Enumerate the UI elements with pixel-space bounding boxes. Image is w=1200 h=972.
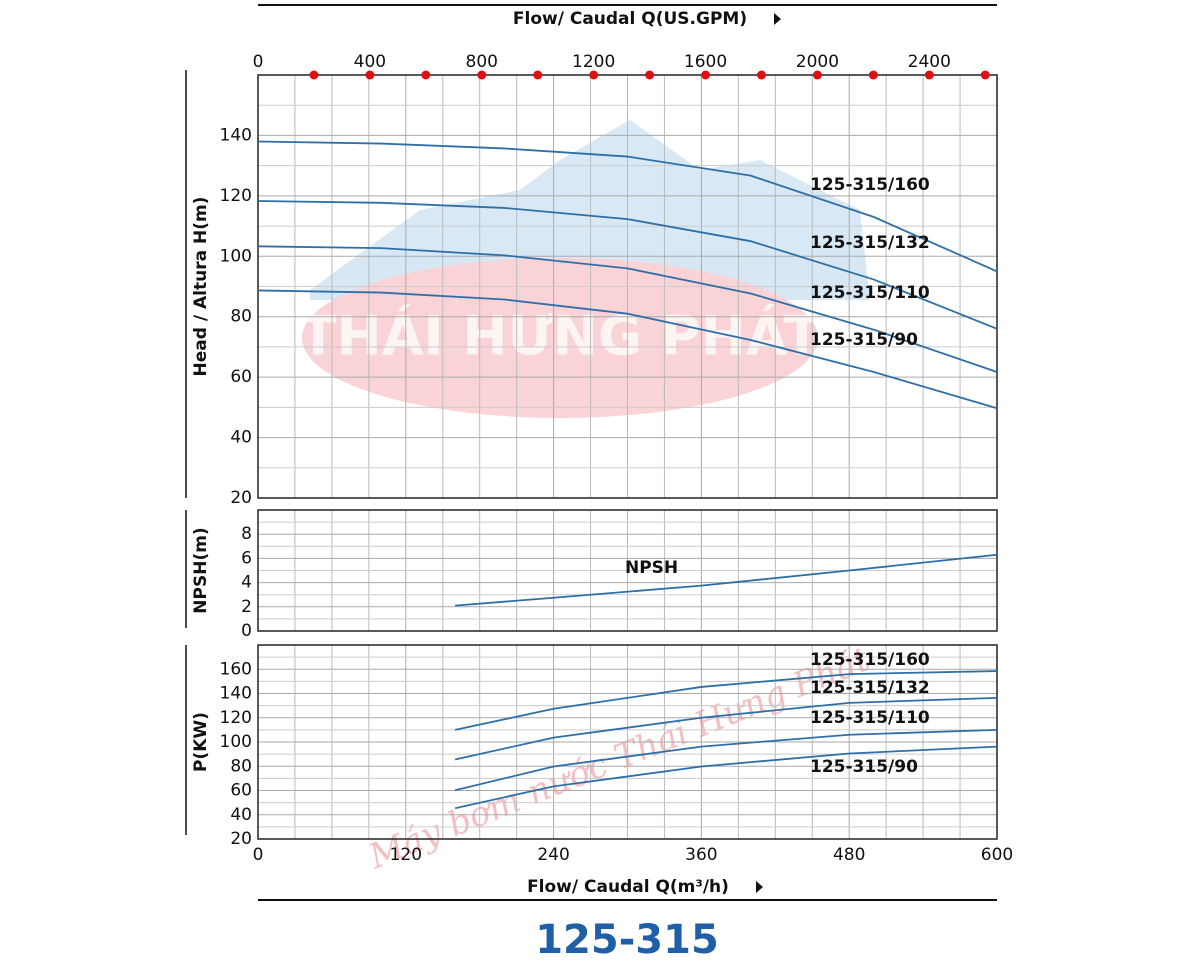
x-axis-title: Flow/ Caudal Q(m³/h) bbox=[527, 877, 729, 897]
y-tick-label: 20 bbox=[230, 829, 252, 849]
y-tick-label: 100 bbox=[220, 732, 252, 752]
plot-frame bbox=[257, 74, 998, 499]
y-tick-label: 0 bbox=[241, 621, 252, 641]
x2-marker bbox=[701, 70, 711, 80]
curve bbox=[257, 140, 998, 273]
y-tick-label: 120 bbox=[220, 708, 252, 728]
x2-marker bbox=[477, 70, 487, 80]
y-tick-label: 60 bbox=[230, 781, 252, 801]
y-tick-label: 120 bbox=[220, 186, 252, 206]
arrow bbox=[756, 881, 763, 893]
curve-label: 125-315/90 bbox=[810, 330, 918, 350]
watermark-mountain bbox=[310, 120, 870, 300]
x2-marker bbox=[645, 70, 655, 80]
watermark-art bbox=[302, 120, 870, 418]
x2-tick-label: 1600 bbox=[684, 52, 727, 72]
x-tick-label: 120 bbox=[390, 845, 422, 865]
arrow bbox=[774, 13, 781, 25]
x2-marker bbox=[421, 70, 431, 80]
x2-tick-label: 800 bbox=[466, 52, 498, 72]
y-tick-label: 140 bbox=[220, 684, 252, 704]
y-tick-label: 6 bbox=[241, 548, 252, 568]
x-tick-label: 600 bbox=[981, 845, 1013, 865]
y-tick-label: 80 bbox=[230, 307, 252, 327]
curve-label: 125-315/160 bbox=[810, 650, 930, 670]
model-title: 125-315 bbox=[535, 917, 719, 963]
curve bbox=[454, 728, 998, 792]
y-tick-label: 20 bbox=[230, 488, 252, 508]
x2-tick-label: 1200 bbox=[572, 52, 615, 72]
x-tick-label: 240 bbox=[537, 845, 569, 865]
curve bbox=[257, 245, 998, 373]
curve bbox=[257, 200, 998, 330]
curve bbox=[454, 696, 998, 761]
y-tick-label: 100 bbox=[220, 246, 252, 266]
curve bbox=[454, 670, 998, 731]
y-tick-label: 80 bbox=[230, 756, 252, 776]
y-axis-title: NPSH(m) bbox=[191, 527, 211, 613]
curve bbox=[454, 553, 998, 607]
x-tick-label: 480 bbox=[833, 845, 865, 865]
plot-frame bbox=[257, 644, 998, 840]
curve-label: 125-315/132 bbox=[810, 233, 930, 253]
x2-marker bbox=[309, 70, 319, 80]
curve bbox=[257, 289, 998, 410]
watermark-ellipse bbox=[302, 258, 818, 418]
plot-frame bbox=[257, 509, 998, 632]
x2-marker bbox=[533, 70, 543, 80]
y-tick-label: 40 bbox=[230, 428, 252, 448]
y-axis-title: P(KW) bbox=[191, 712, 211, 772]
curve-label: 125-315/110 bbox=[810, 283, 930, 303]
curve-label: NPSH bbox=[625, 558, 678, 578]
x2-marker bbox=[924, 70, 934, 80]
x2-axis-title: Flow/ Caudal Q(US.GPM) bbox=[513, 9, 747, 29]
x2-tick-label: 2000 bbox=[796, 52, 839, 72]
y-tick-label: 140 bbox=[220, 125, 252, 145]
x-tick-label: 0 bbox=[253, 845, 264, 865]
curve bbox=[454, 745, 998, 810]
x2-marker bbox=[812, 70, 822, 80]
x2-tick-label: 400 bbox=[354, 52, 386, 72]
x2-marker bbox=[868, 70, 878, 80]
curve-label: 125-315/90 bbox=[810, 757, 918, 777]
x2-marker bbox=[365, 70, 375, 80]
x2-tick-label: 2400 bbox=[908, 52, 951, 72]
curve-label: 125-315/110 bbox=[810, 708, 930, 728]
x2-marker bbox=[980, 70, 990, 80]
x-tick-label: 360 bbox=[685, 845, 717, 865]
y-tick-label: 8 bbox=[241, 524, 252, 544]
y-tick-label: 2 bbox=[241, 597, 252, 617]
x2-marker bbox=[756, 70, 766, 80]
watermark-text: THÁI HƯNG PHÁT bbox=[300, 305, 821, 368]
y-tick-label: 4 bbox=[241, 573, 252, 593]
x2-marker bbox=[589, 70, 599, 80]
y-tick-label: 60 bbox=[230, 367, 252, 387]
y-tick-label: 160 bbox=[220, 659, 252, 679]
y-tick-label: 40 bbox=[230, 805, 252, 825]
curve-label: 125-315/132 bbox=[810, 678, 930, 698]
x2-tick-label: 0 bbox=[253, 52, 264, 72]
curve-label: 125-315/160 bbox=[810, 175, 930, 195]
y-axis-title: Head / Altura H(m) bbox=[191, 197, 211, 377]
